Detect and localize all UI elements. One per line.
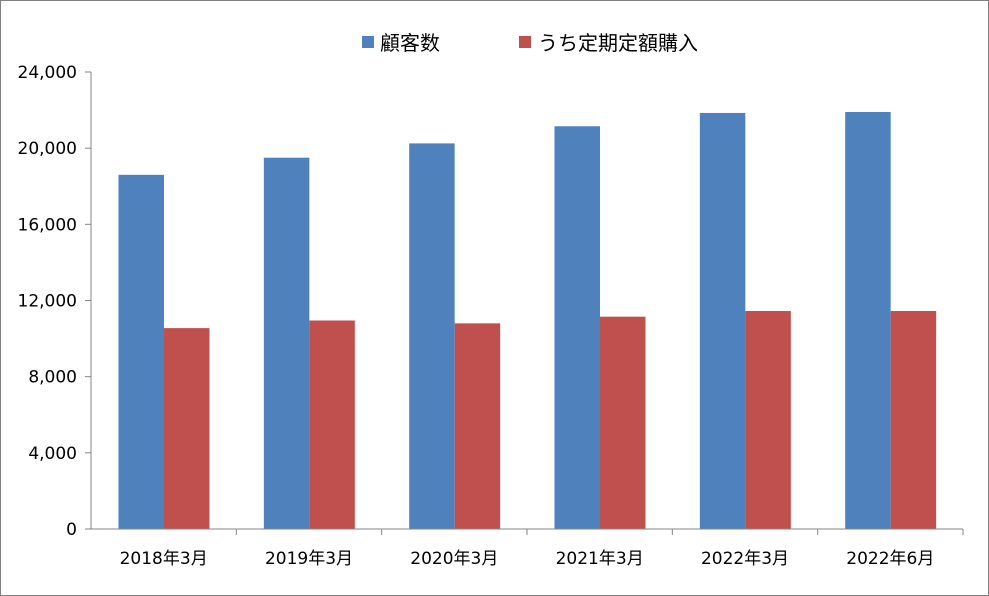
- bar-customers: [409, 143, 455, 529]
- bars: [118, 111, 937, 530]
- legend: 顧客数 うち定期定額購入: [362, 31, 698, 55]
- x-tick-label: 2022年3月: [701, 549, 789, 569]
- y-tick-label: 8,000: [28, 368, 77, 388]
- bar-customers: [263, 157, 310, 529]
- bar-customers: [699, 112, 746, 530]
- legend-label-customers: 顧客数: [380, 31, 440, 55]
- y-tick-label: 4,000: [28, 444, 77, 464]
- x-tick-label: 2022年6月: [846, 549, 934, 569]
- bar-customers: [118, 174, 164, 529]
- x-axis-tick-labels: 2018年3月 2019年3月 2020年3月 2021年3月 2022年3月 2022年…: [120, 549, 935, 569]
- x-tick-label: 2020年3月: [410, 549, 498, 569]
- legend-swatch-customers: [362, 36, 374, 48]
- y-tick-label: 12,000: [18, 292, 77, 312]
- legend-label-subscription: うち定期定額購入: [538, 31, 698, 55]
- bar-subscription: [164, 328, 210, 529]
- x-tick-label: 2021年3月: [556, 549, 644, 569]
- bar-subscription: [454, 323, 501, 529]
- y-axis-tick-labels: 0 4,000 8,000 12,000 16,000 20,000 24,000: [18, 63, 77, 540]
- axes: [85, 71, 964, 535]
- bar-customers: [845, 111, 891, 530]
- y-tick-label: 24,000: [18, 63, 77, 83]
- bar-customers: [554, 126, 600, 530]
- bar-subscription: [600, 316, 646, 529]
- bar-subscription: [890, 310, 937, 529]
- y-tick-label: 20,000: [18, 139, 77, 159]
- bar-subscription: [745, 310, 791, 529]
- y-tick-label: 16,000: [18, 215, 77, 235]
- bar-subscription: [309, 320, 355, 529]
- y-tick-label: 0: [66, 520, 77, 540]
- x-tick-label: 2018年3月: [120, 549, 208, 569]
- legend-swatch-subscription: [519, 36, 531, 48]
- x-tick-label: 2019年3月: [265, 549, 353, 569]
